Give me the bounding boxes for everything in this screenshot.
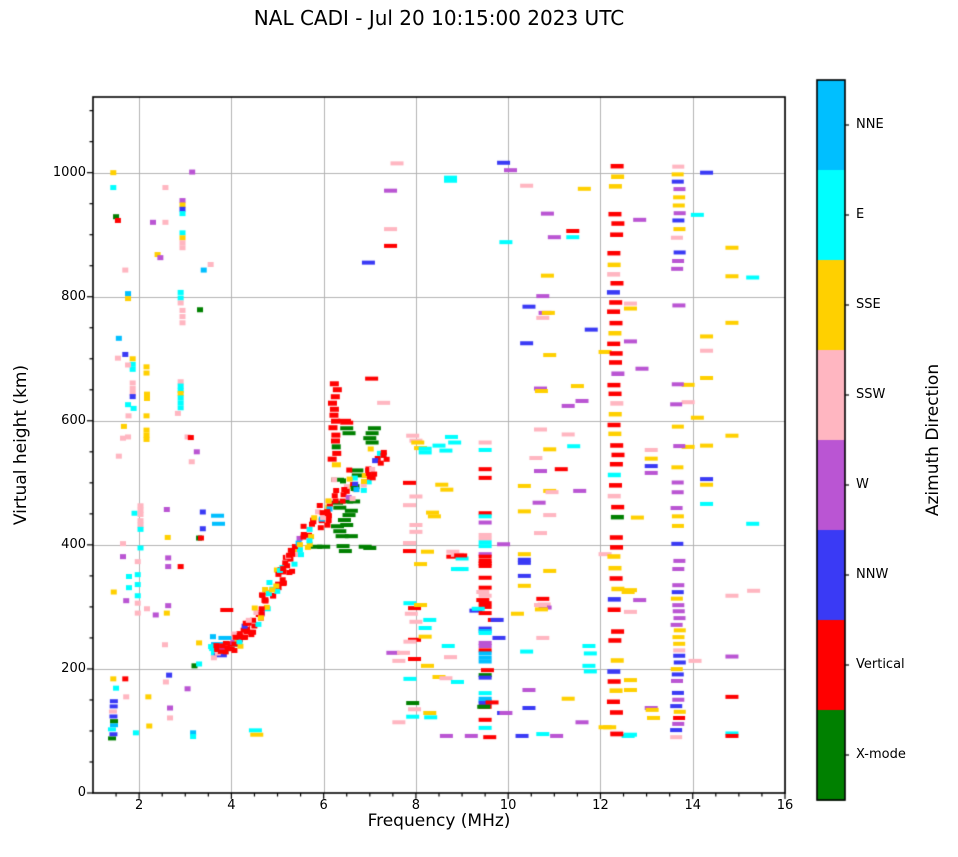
colorbar-class-label-e: E — [856, 207, 865, 222]
x-tick-label-12: 12 — [592, 798, 609, 813]
x-tick-label-8: 8 — [411, 798, 421, 813]
colorbar-axis-label: Azimuth Direction — [923, 363, 943, 517]
colorbar-class-label-ssw: SSW — [856, 387, 886, 402]
y-tick-label-400: 400 — [61, 536, 86, 552]
x-tick-label-10: 10 — [499, 798, 517, 813]
y-tick-label-600: 600 — [61, 412, 86, 428]
x-tick-label-2: 2 — [134, 798, 144, 813]
x-tick-label-14: 14 — [684, 798, 701, 813]
colorbar-class-label-w: W — [856, 477, 869, 492]
y-tick-label-200: 200 — [61, 660, 86, 676]
y-tick-label-800: 800 — [61, 288, 86, 304]
x-tick-label-4: 4 — [227, 798, 236, 813]
y-tick-label-0: 0 — [77, 785, 86, 800]
chart-title: NAL CADI - Jul 20 10:15:00 2023 UTC — [253, 6, 625, 30]
colorbar-class-label-nne: NNE — [856, 117, 884, 132]
x-axis-label: Frequency (MHz) — [367, 811, 511, 831]
x-tick-label-6: 6 — [319, 798, 328, 813]
colorbar-class-label-x-mode: X-mode — [856, 747, 906, 762]
colorbar-class-label-nnw: NNW — [856, 567, 889, 582]
x-tick-label-16: 16 — [776, 798, 794, 813]
colorbar-class-label-sse: SSE — [856, 297, 881, 312]
y-tick-label-1000: 1000 — [52, 164, 86, 180]
colorbar-class-label-vertical: Vertical — [856, 657, 905, 672]
